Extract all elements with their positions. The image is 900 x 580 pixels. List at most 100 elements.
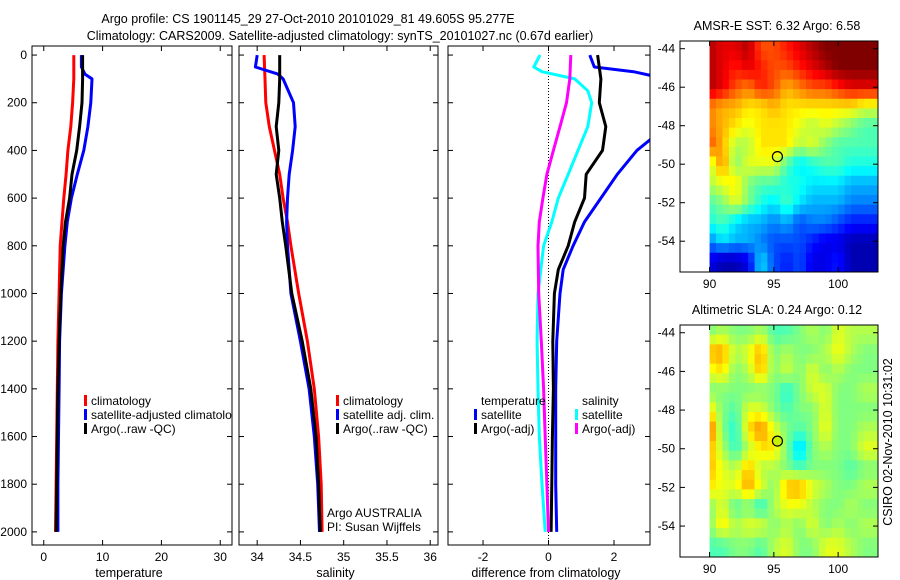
heatmap-cell (851, 325, 859, 336)
heatmap-cell (793, 325, 801, 336)
heatmap-cell (864, 557, 871, 567)
heatmap-cell (741, 383, 749, 394)
heatmap-cell (812, 118, 820, 129)
heatmap-cell (741, 60, 749, 71)
y-tick-label: -46 (658, 364, 676, 378)
heatmap-cell (780, 60, 788, 71)
heatmap-cell (735, 508, 743, 519)
heatmap-cell (876, 69, 878, 81)
heatmap-cell (761, 127, 769, 138)
heatmap-cell (799, 344, 807, 355)
heatmap-cell (799, 223, 807, 235)
heatmap-cell (838, 499, 846, 510)
heatmap-cell (709, 195, 717, 206)
heatmap-cell (863, 354, 871, 365)
heatmap-cell (812, 166, 820, 177)
series-line-1 (549, 54, 608, 532)
heatmap-cell (748, 537, 756, 548)
heatmap-cell (728, 412, 736, 423)
heatmap-cell (722, 363, 730, 374)
heatmap-cell (857, 79, 865, 90)
heatmap-cell (728, 204, 736, 215)
heatmap-cell (876, 344, 878, 355)
heatmap-cell (709, 166, 717, 177)
heatmap-cell (844, 344, 852, 355)
heatmap-cell (754, 60, 762, 71)
heatmap-cell (851, 137, 859, 148)
heatmap-cell (735, 373, 743, 384)
heatmap-cell (876, 392, 878, 403)
heatmap-cell (870, 499, 878, 510)
heatmap-cell (754, 499, 762, 510)
heatmap-cell (799, 528, 807, 539)
heatmap-cell (806, 499, 814, 510)
heatmap-cell (844, 441, 852, 452)
heatmap-cell (728, 402, 736, 413)
heatmap-cell (780, 243, 788, 254)
heatmap-cell (761, 499, 769, 510)
heatmap-cell (786, 431, 794, 442)
heatmap-cell (793, 69, 801, 81)
heatmap-cell (754, 383, 762, 394)
heatmap-cell (741, 547, 749, 557)
heatmap-cell (780, 373, 788, 384)
heatmap-cell (722, 60, 730, 71)
heatmap-cell (812, 127, 820, 138)
heatmap-cell (741, 354, 749, 365)
heatmap-cell (844, 354, 852, 365)
y-tick-label: 1200 (0, 334, 27, 348)
legend-heading: salinity (582, 394, 619, 408)
heatmap-cell (748, 156, 756, 167)
heatmap-cell (838, 537, 846, 548)
heatmap-cell (722, 441, 730, 452)
heatmap-cell (818, 175, 826, 186)
heatmap-cell (786, 547, 794, 557)
heatmap-cell (863, 146, 871, 158)
heatmap-cell (857, 334, 865, 345)
heatmap-cell (722, 108, 730, 119)
heatmap-cell (773, 252, 781, 263)
x-tick-label: 34 (250, 550, 264, 564)
x-tick-label: 30 (214, 550, 228, 564)
series-line-3 (536, 55, 573, 532)
heatmap-cell (773, 89, 781, 100)
heatmap-cell (761, 383, 769, 394)
heatmap-cell (831, 363, 839, 374)
heatmap-cell (857, 499, 865, 510)
heatmap-cell (741, 195, 749, 206)
argo-location-marker (771, 150, 784, 163)
heatmap-cell (741, 508, 749, 519)
heatmap-cell (780, 431, 788, 442)
heatmap-cell (851, 344, 859, 355)
heatmap-cell (831, 537, 839, 548)
heatmap-cell (741, 233, 749, 244)
heatmap-cell (844, 508, 852, 519)
heatmap-cell (716, 421, 724, 432)
heatmap-cell (825, 214, 833, 225)
heatmap-cell (722, 421, 730, 432)
heatmap-cell (722, 185, 730, 196)
heatmap-cell (761, 166, 769, 177)
heatmap-cell (838, 214, 846, 225)
heatmap-cell (761, 334, 769, 345)
heatmap-cell (812, 489, 820, 500)
heatmap-cell (825, 89, 833, 100)
heatmap-cell (844, 412, 852, 423)
heatmap-cell (863, 41, 871, 52)
heatmap-cell (870, 118, 878, 129)
figure-title-line1: Argo profile: CS 1901145_29 27-Oct-2010 … (101, 12, 514, 26)
heatmap-cell (728, 547, 736, 557)
heatmap-cell (761, 223, 769, 235)
heatmap-cell (818, 431, 826, 442)
heatmap-cell (780, 441, 788, 452)
heatmap-cell (799, 431, 807, 442)
heatmap-cell (709, 460, 717, 471)
heatmap-cell (818, 528, 826, 539)
argo-location-marker (771, 435, 784, 447)
heatmap-cell (870, 450, 878, 461)
heatmap-cell (838, 392, 846, 403)
heatmap-cell (863, 421, 871, 432)
heatmap-cell (716, 50, 724, 61)
heatmap-cell (831, 233, 839, 244)
heatmap-cell (767, 262, 775, 272)
